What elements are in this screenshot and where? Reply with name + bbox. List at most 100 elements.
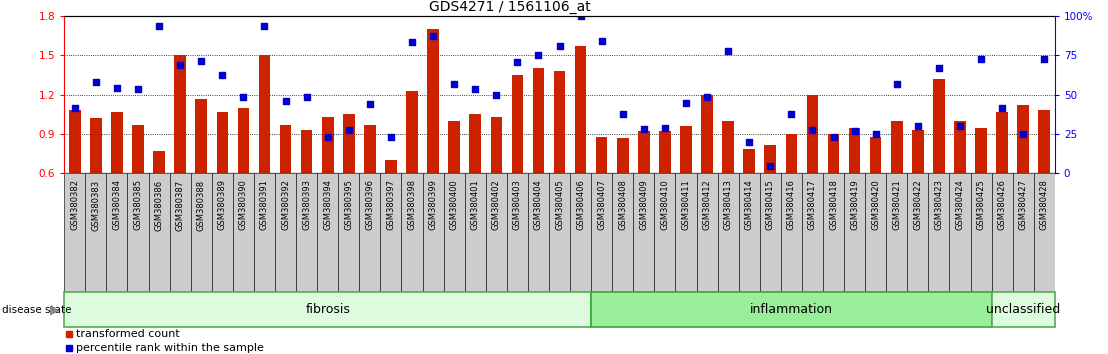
Bar [554, 71, 565, 173]
Bar [428, 29, 439, 173]
Point [888, 81, 905, 87]
Point [466, 87, 484, 92]
Bar [676, 173, 697, 292]
Bar [512, 75, 523, 173]
Bar [195, 99, 207, 173]
Point [509, 59, 526, 65]
Point [866, 131, 884, 137]
Bar [317, 173, 338, 292]
Bar [992, 292, 1055, 327]
Point [151, 24, 168, 29]
Bar [85, 173, 106, 292]
Text: GSM380391: GSM380391 [260, 179, 269, 230]
Bar [506, 173, 527, 292]
Text: GSM380403: GSM380403 [513, 179, 522, 230]
Bar [891, 121, 903, 173]
Bar [127, 173, 148, 292]
Bar [148, 173, 170, 292]
Text: GSM380412: GSM380412 [702, 179, 711, 230]
Point [803, 127, 821, 133]
Bar [870, 137, 882, 173]
Text: GSM380402: GSM380402 [492, 179, 501, 230]
Bar [722, 121, 733, 173]
Bar [464, 173, 485, 292]
Text: unclassified: unclassified [986, 303, 1060, 316]
Text: GSM380426: GSM380426 [997, 179, 1007, 230]
Bar [527, 173, 548, 292]
Title: GDS4271 / 1561106_at: GDS4271 / 1561106_at [429, 0, 591, 13]
Bar [322, 117, 334, 173]
Bar [807, 95, 818, 173]
Bar [212, 173, 233, 292]
Point [761, 163, 779, 169]
Point [551, 43, 568, 49]
Text: GSM380422: GSM380422 [913, 179, 922, 230]
Text: GSM380393: GSM380393 [302, 179, 311, 230]
Bar [786, 134, 797, 173]
Text: GSM380382: GSM380382 [70, 179, 80, 230]
Bar [69, 110, 81, 173]
Point [319, 134, 337, 139]
Text: GSM380383: GSM380383 [91, 179, 101, 230]
Text: GSM380387: GSM380387 [176, 179, 185, 230]
Bar [191, 173, 212, 292]
Bar [1017, 105, 1029, 173]
Bar [571, 173, 592, 292]
Bar [933, 79, 945, 173]
Point [66, 105, 84, 111]
Bar [680, 126, 691, 173]
Bar [1038, 110, 1050, 173]
Bar [90, 118, 102, 173]
Text: GSM380423: GSM380423 [934, 179, 943, 230]
Text: GSM380420: GSM380420 [871, 179, 880, 230]
Bar [386, 160, 397, 173]
Bar [617, 138, 628, 173]
Text: GSM380424: GSM380424 [955, 179, 964, 230]
Bar [254, 173, 275, 292]
Bar [111, 112, 123, 173]
Point [88, 79, 105, 84]
Point [782, 112, 800, 117]
Text: GSM380401: GSM380401 [471, 179, 480, 230]
Bar [760, 173, 781, 292]
Bar [950, 173, 971, 292]
Bar [929, 173, 950, 292]
Bar [301, 130, 312, 173]
Text: GSM380397: GSM380397 [387, 179, 396, 230]
Bar [912, 130, 924, 173]
Text: GSM380395: GSM380395 [345, 179, 353, 230]
Bar [174, 55, 186, 173]
Bar [296, 173, 317, 292]
Bar [365, 125, 376, 173]
Point [298, 95, 316, 100]
Bar [596, 137, 607, 173]
Bar [613, 173, 634, 292]
Text: disease state: disease state [2, 305, 72, 315]
Text: fibrosis: fibrosis [306, 303, 350, 316]
Text: GSM380386: GSM380386 [155, 179, 164, 230]
Text: GSM380428: GSM380428 [1039, 179, 1049, 230]
Point [993, 105, 1010, 111]
Bar [638, 131, 649, 173]
Text: GSM380396: GSM380396 [366, 179, 375, 230]
Bar [64, 173, 85, 292]
Text: GSM380416: GSM380416 [787, 179, 796, 230]
Text: GSM380404: GSM380404 [534, 179, 543, 230]
Point [382, 134, 400, 139]
Bar [802, 173, 823, 292]
Text: GSM380414: GSM380414 [745, 179, 753, 230]
Bar [1013, 173, 1034, 292]
Point [1014, 131, 1032, 137]
Bar [781, 173, 802, 292]
Bar [849, 127, 861, 173]
Bar [132, 125, 144, 173]
Bar [258, 55, 270, 173]
Text: GSM380390: GSM380390 [239, 179, 248, 230]
Bar [170, 173, 191, 292]
Point [677, 100, 695, 105]
Text: ▶: ▶ [50, 303, 60, 316]
Text: GSM380411: GSM380411 [681, 179, 690, 230]
Text: GSM380385: GSM380385 [134, 179, 143, 230]
Bar [823, 173, 844, 292]
Point [214, 72, 232, 78]
